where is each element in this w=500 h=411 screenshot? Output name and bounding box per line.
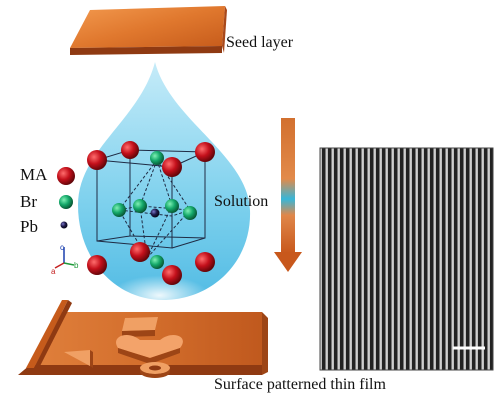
ma-atom [195, 252, 215, 272]
sem-image [319, 147, 494, 371]
solution-label: Solution [214, 193, 269, 210]
seed-layer-plate [70, 6, 227, 55]
ma-atom [130, 242, 150, 262]
ma-atom [121, 141, 139, 159]
br-atom [133, 199, 147, 213]
br-atom [150, 255, 164, 269]
seed-layer-label: Seed layer [226, 34, 294, 51]
ma-atom [162, 265, 182, 285]
axis-triad [54, 247, 75, 269]
axis-a-label: a [51, 267, 56, 276]
legend-ma-label: MA [20, 165, 48, 184]
legend-br-label: Br [20, 192, 37, 211]
ma-atom [162, 157, 182, 177]
atoms [87, 141, 215, 285]
process-arrow [274, 118, 302, 272]
pb-atom [150, 208, 160, 218]
patterned-film-plate [18, 300, 268, 378]
br-atom [112, 203, 126, 217]
thin-film-label: Surface patterned thin film [214, 376, 386, 393]
legend-br-swatch [59, 195, 73, 209]
axis-c-label: c [60, 243, 64, 252]
ma-atom [195, 142, 215, 162]
br-atom [183, 206, 197, 220]
legend-pb-label: Pb [20, 217, 38, 236]
ma-atom [87, 150, 107, 170]
legend-pb-swatch [60, 221, 68, 229]
axis-b-label: b [74, 261, 79, 270]
br-atom [165, 199, 179, 213]
br-atom [150, 151, 164, 165]
ma-atom [87, 255, 107, 275]
legend-ma-swatch [57, 167, 75, 185]
